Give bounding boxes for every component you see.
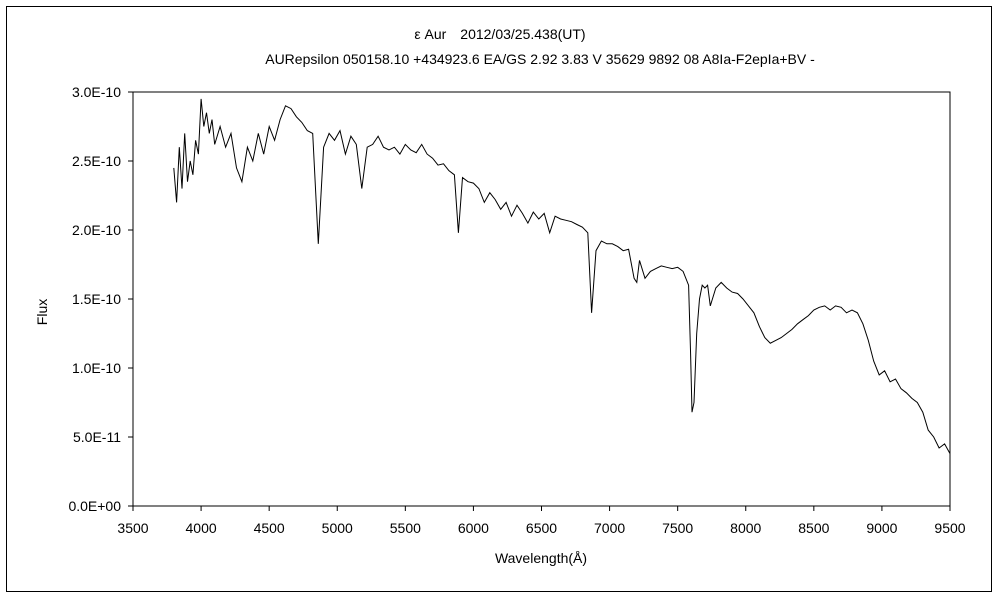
x-tick-label: 3500 [117,520,148,536]
x-tick-label: 5500 [390,520,421,536]
x-tick-label: 4500 [254,520,285,536]
x-tick-label: 9500 [934,520,965,536]
y-axis: 0.0E+00 5.0E-11 1.0E-10 1.5E-10 2.0E-10 2.5E-… [68,84,133,514]
spectrum-line [173,98,951,454]
y-tick-label: 0.0E+00 [68,498,121,514]
x-tick-label: 9000 [866,520,897,536]
x-axis-label: Wavelength(Å) [495,550,587,566]
x-axis: 3500 4000 4500 5000 5500 6000 6500 7000 7500 8000… [117,506,966,536]
x-tick-label: 7500 [662,520,693,536]
y-axis-label: Flux [34,299,50,325]
x-tick-label: 6000 [458,520,489,536]
x-tick-label: 8000 [730,520,761,536]
y-tick-label: 1.0E-10 [72,360,121,376]
y-tick-label: 2.5E-10 [72,153,121,169]
y-tick-label: 2.0E-10 [72,222,121,238]
chart-subtitle: AURepsilon 050158.10 +434923.6 EA/GS 2.9… [265,51,815,67]
chart-title: ε Aur 2012/03/25.438(UT) [414,26,586,42]
x-tick-label: 8500 [798,520,829,536]
y-tick-label: 1.5E-10 [72,291,121,307]
x-tick-label: 4000 [186,520,217,536]
x-tick-label: 7000 [594,520,625,536]
y-tick-label: 3.0E-10 [72,84,121,100]
x-tick-label: 6500 [526,520,557,536]
y-tick-label: 5.0E-11 [73,429,121,445]
plot-area-border [132,91,951,507]
x-tick-label: 5000 [322,520,353,536]
chart-frame [6,6,992,592]
